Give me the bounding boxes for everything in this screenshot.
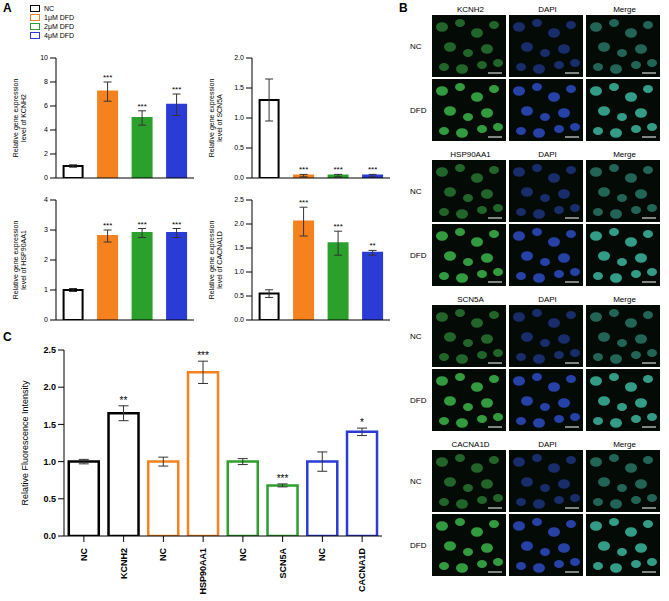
svg-text:***: *** <box>333 165 342 174</box>
svg-text:6: 6 <box>44 102 48 109</box>
html-text:SCN5A: SCN5A <box>457 295 484 304</box>
svg-text:NC: NC <box>79 548 89 561</box>
html-text:DAPI: DAPI <box>538 150 557 159</box>
svg-text:0.0: 0.0 <box>234 316 244 323</box>
svg-text:1.0: 1.0 <box>234 268 244 275</box>
svg-text:1: 1 <box>44 286 48 293</box>
svg-text:Relative gene expressionlevel: Relative gene expressionlevel of SCN5A <box>208 79 223 158</box>
html-text:DFD: DFD <box>410 395 427 405</box>
svg-text:3: 3 <box>44 226 48 233</box>
html-text:KCNH2: KCNH2 <box>456 5 485 14</box>
html-text:1μM DFD: 1μM DFD <box>44 14 75 21</box>
html-text:CACNA1D: CACNA1D <box>451 440 490 449</box>
html-text:Merge: Merge <box>613 295 636 304</box>
svg-text:Relative gene expressionlevel: Relative gene expressionlevel of HSP90AA… <box>12 221 27 300</box>
html-text:Merge: Merge <box>613 440 636 449</box>
svg-text:0: 0 <box>44 316 48 323</box>
svg-text:1.5: 1.5 <box>234 84 244 91</box>
svg-text:***: *** <box>137 102 146 111</box>
svg-text:***: *** <box>172 220 181 229</box>
html-text:DAPI: DAPI <box>538 440 557 449</box>
svg-text:***: *** <box>103 73 112 82</box>
svg-text:***: *** <box>172 85 181 94</box>
html-text:DFD: DFD <box>410 540 427 550</box>
svg-text:1.0: 1.0 <box>43 457 56 467</box>
svg-text:**: ** <box>369 241 375 250</box>
svg-text:Relative Fluorescence Intensit: Relative Fluorescence Intensity <box>20 380 30 506</box>
svg-text:0.5: 0.5 <box>234 292 244 299</box>
svg-text:NC: NC <box>158 548 168 561</box>
svg-text:***: *** <box>368 165 377 174</box>
html-text:4μM DFD: 4μM DFD <box>44 32 75 39</box>
svg-text:0.5: 0.5 <box>43 494 56 504</box>
svg-text:KCNH2: KCNH2 <box>119 548 129 579</box>
svg-text:2.5: 2.5 <box>43 345 56 355</box>
svg-text:***: *** <box>299 198 308 207</box>
svg-text:2: 2 <box>44 150 48 157</box>
html-text:DAPI: DAPI <box>538 295 557 304</box>
svg-text:***: *** <box>277 473 289 484</box>
html-text:A: A <box>3 1 12 15</box>
svg-text:4: 4 <box>44 196 48 203</box>
html-text:NC: NC <box>44 5 55 12</box>
svg-text:***: *** <box>103 221 112 230</box>
svg-text:2: 2 <box>44 256 48 263</box>
svg-text:1.5: 1.5 <box>234 244 244 251</box>
html-text:C: C <box>3 330 12 344</box>
html-text:NC: NC <box>410 186 422 196</box>
svg-text:NC: NC <box>238 548 248 561</box>
svg-text:4: 4 <box>44 126 48 133</box>
svg-text:0.0: 0.0 <box>43 531 56 541</box>
svg-text:0.5: 0.5 <box>234 144 244 151</box>
html-text:DAPI: DAPI <box>538 5 557 14</box>
svg-text:***: *** <box>137 220 146 229</box>
svg-text:0: 0 <box>44 174 48 181</box>
html-text:Merge: Merge <box>613 5 636 14</box>
svg-text:***: *** <box>299 165 308 174</box>
svg-text:***: *** <box>197 350 209 361</box>
svg-text:2.0: 2.0 <box>234 220 244 227</box>
html-text:2μM DFD: 2μM DFD <box>44 23 75 30</box>
svg-text:*: * <box>360 417 364 428</box>
svg-text:2.0: 2.0 <box>43 382 56 392</box>
svg-text:CACNA1D: CACNA1D <box>357 548 367 593</box>
svg-text:Relative gene expressionlevel: Relative gene expressionlevel of KCNH2 <box>12 79 27 158</box>
svg-text:2.5: 2.5 <box>234 196 244 203</box>
svg-text:HSP90AA1: HSP90AA1 <box>198 548 208 595</box>
html-text:NC: NC <box>410 331 422 341</box>
html-text:HSP90AA1: HSP90AA1 <box>450 150 491 159</box>
svg-text:8: 8 <box>44 78 48 85</box>
svg-text:Relative gene expressionlevel: Relative gene expressionlevel of CACNA1D <box>208 221 223 300</box>
html-text:NC: NC <box>410 41 422 51</box>
html-text:DFD: DFD <box>410 250 427 260</box>
svg-text:10: 10 <box>40 54 48 61</box>
svg-text:2.0: 2.0 <box>234 54 244 61</box>
svg-text:0.0: 0.0 <box>234 174 244 181</box>
html-text:Merge: Merge <box>613 150 636 159</box>
svg-text:***: *** <box>333 222 342 231</box>
svg-text:SCN5A: SCN5A <box>278 548 288 579</box>
svg-text:**: ** <box>120 395 128 406</box>
svg-text:1.5: 1.5 <box>43 420 56 430</box>
html-text:B: B <box>399 1 408 15</box>
svg-text:NC: NC <box>317 548 327 561</box>
html-text:NC: NC <box>410 476 422 486</box>
html-text:DFD: DFD <box>410 105 427 115</box>
svg-text:1.0: 1.0 <box>234 114 244 121</box>
